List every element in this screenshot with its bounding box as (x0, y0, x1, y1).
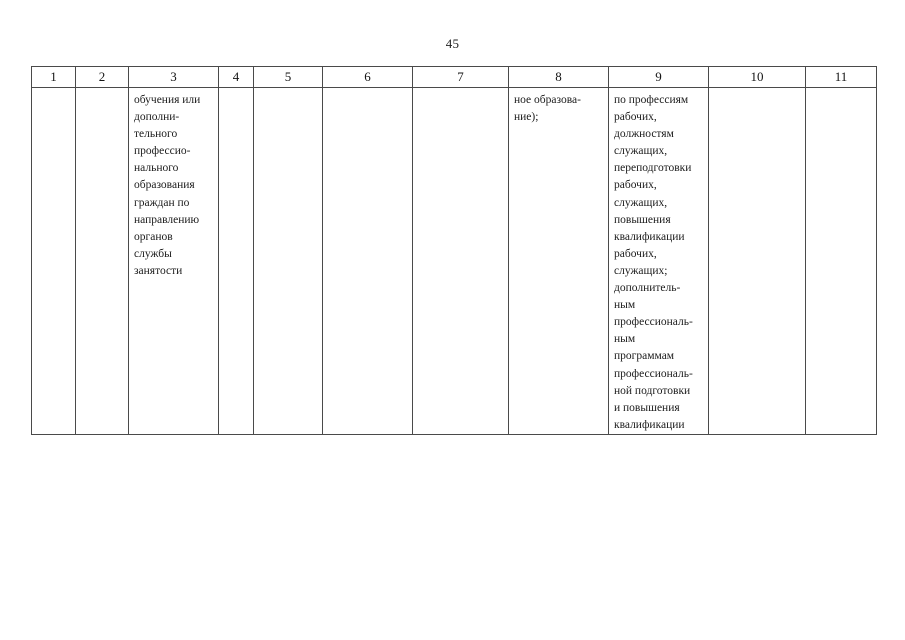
cell-text-line: занятости (134, 264, 183, 277)
cell-text-line: по профессиям (614, 94, 689, 106)
column-number-10: 10 (708, 66, 806, 88)
cell-col1 (31, 87, 76, 435)
cell-text-line: переподготовки (614, 162, 692, 175)
cell-text-line: образования (134, 179, 195, 192)
cell-text-line: направлению (134, 213, 200, 226)
column-number-1: 1 (31, 66, 76, 88)
cell-text-line: программам (614, 350, 675, 363)
cell-text-line: профессио- (134, 145, 191, 158)
column-number-11: 11 (805, 66, 877, 88)
cell-col6 (322, 87, 413, 435)
cell-col4 (218, 87, 254, 435)
cell-col7 (412, 87, 509, 435)
cell-col2 (75, 87, 129, 435)
column-number-2: 2 (75, 66, 129, 88)
column-number-3: 3 (128, 66, 219, 88)
column-number-7: 7 (412, 66, 509, 88)
cell-col5-text (254, 88, 322, 92)
continuation-table: 1 2 3 4 5 6 7 8 9 10 11 (31, 66, 877, 435)
cell-text-line: рабочих, (614, 111, 657, 124)
cell-col9: по профессиям рабочих, должностям служащих,… (608, 87, 709, 435)
cell-text-line: квалификации (614, 230, 685, 243)
table-row: обучения или дополни-тельного профессио-на… (31, 87, 877, 435)
cell-text-line: должностям (614, 128, 674, 141)
cell-col9-text: по профессиям рабочих, должностям служащих,… (609, 88, 708, 434)
cell-text-line: дополни- (134, 111, 180, 124)
column-number-6: 6 (322, 66, 413, 88)
cell-col11 (805, 87, 877, 435)
cell-text-line: и повышения (614, 401, 680, 414)
cell-text-line: ное образова- (514, 94, 581, 106)
cell-col2-text (76, 88, 128, 92)
cell-col8-text: ное образова-ние); (509, 88, 608, 126)
cell-col10-text (709, 88, 805, 92)
cell-text-line: обучения или (134, 94, 201, 106)
page-number: 45 (445, 36, 460, 51)
cell-text-line: граждан по (134, 196, 190, 209)
cell-text-line: органов (134, 230, 173, 243)
cell-col11-text (806, 88, 876, 92)
cell-text-line: служащих, (614, 196, 668, 209)
cell-text-line: ным (614, 299, 636, 312)
cell-col6-text (323, 88, 412, 92)
cell-text-line: служащих, (614, 145, 668, 158)
cell-text-line: службы (134, 247, 172, 260)
cell-text-line: квалификации (614, 418, 685, 431)
cell-text-line: тельного (134, 128, 178, 141)
cell-col5 (253, 87, 323, 435)
cell-col1-text (32, 88, 75, 92)
cell-col7-text (413, 88, 508, 92)
column-number-row: 1 2 3 4 5 6 7 8 9 10 11 (31, 66, 877, 88)
cell-text-line: служащих; (614, 264, 668, 277)
cell-text-line: рабочих, (614, 247, 657, 260)
cell-text-line: нального (134, 162, 179, 175)
cell-text-line: ной подготовки (614, 384, 691, 397)
cell-text-line: повышения (614, 213, 671, 226)
cell-text-line: профессиональ- (614, 316, 693, 329)
cell-text-line: рабочих, (614, 179, 657, 192)
cell-text-line: профессиональ- (614, 367, 693, 380)
column-number-9: 9 (608, 66, 709, 88)
cell-text-line: ным (614, 333, 636, 346)
column-number-5: 5 (253, 66, 323, 88)
cell-col3: обучения или дополни-тельного профессио-на… (128, 87, 219, 435)
cell-text-line: ние); (514, 111, 539, 124)
cell-col3-text: обучения или дополни-тельного профессио-на… (129, 88, 218, 280)
cell-col10 (708, 87, 806, 435)
cell-text-line: дополнитель- (614, 282, 681, 295)
cell-col4-text (219, 88, 253, 92)
cell-col8: ное образова-ние); (508, 87, 609, 435)
column-number-8: 8 (508, 66, 609, 88)
column-number-4: 4 (218, 66, 254, 88)
